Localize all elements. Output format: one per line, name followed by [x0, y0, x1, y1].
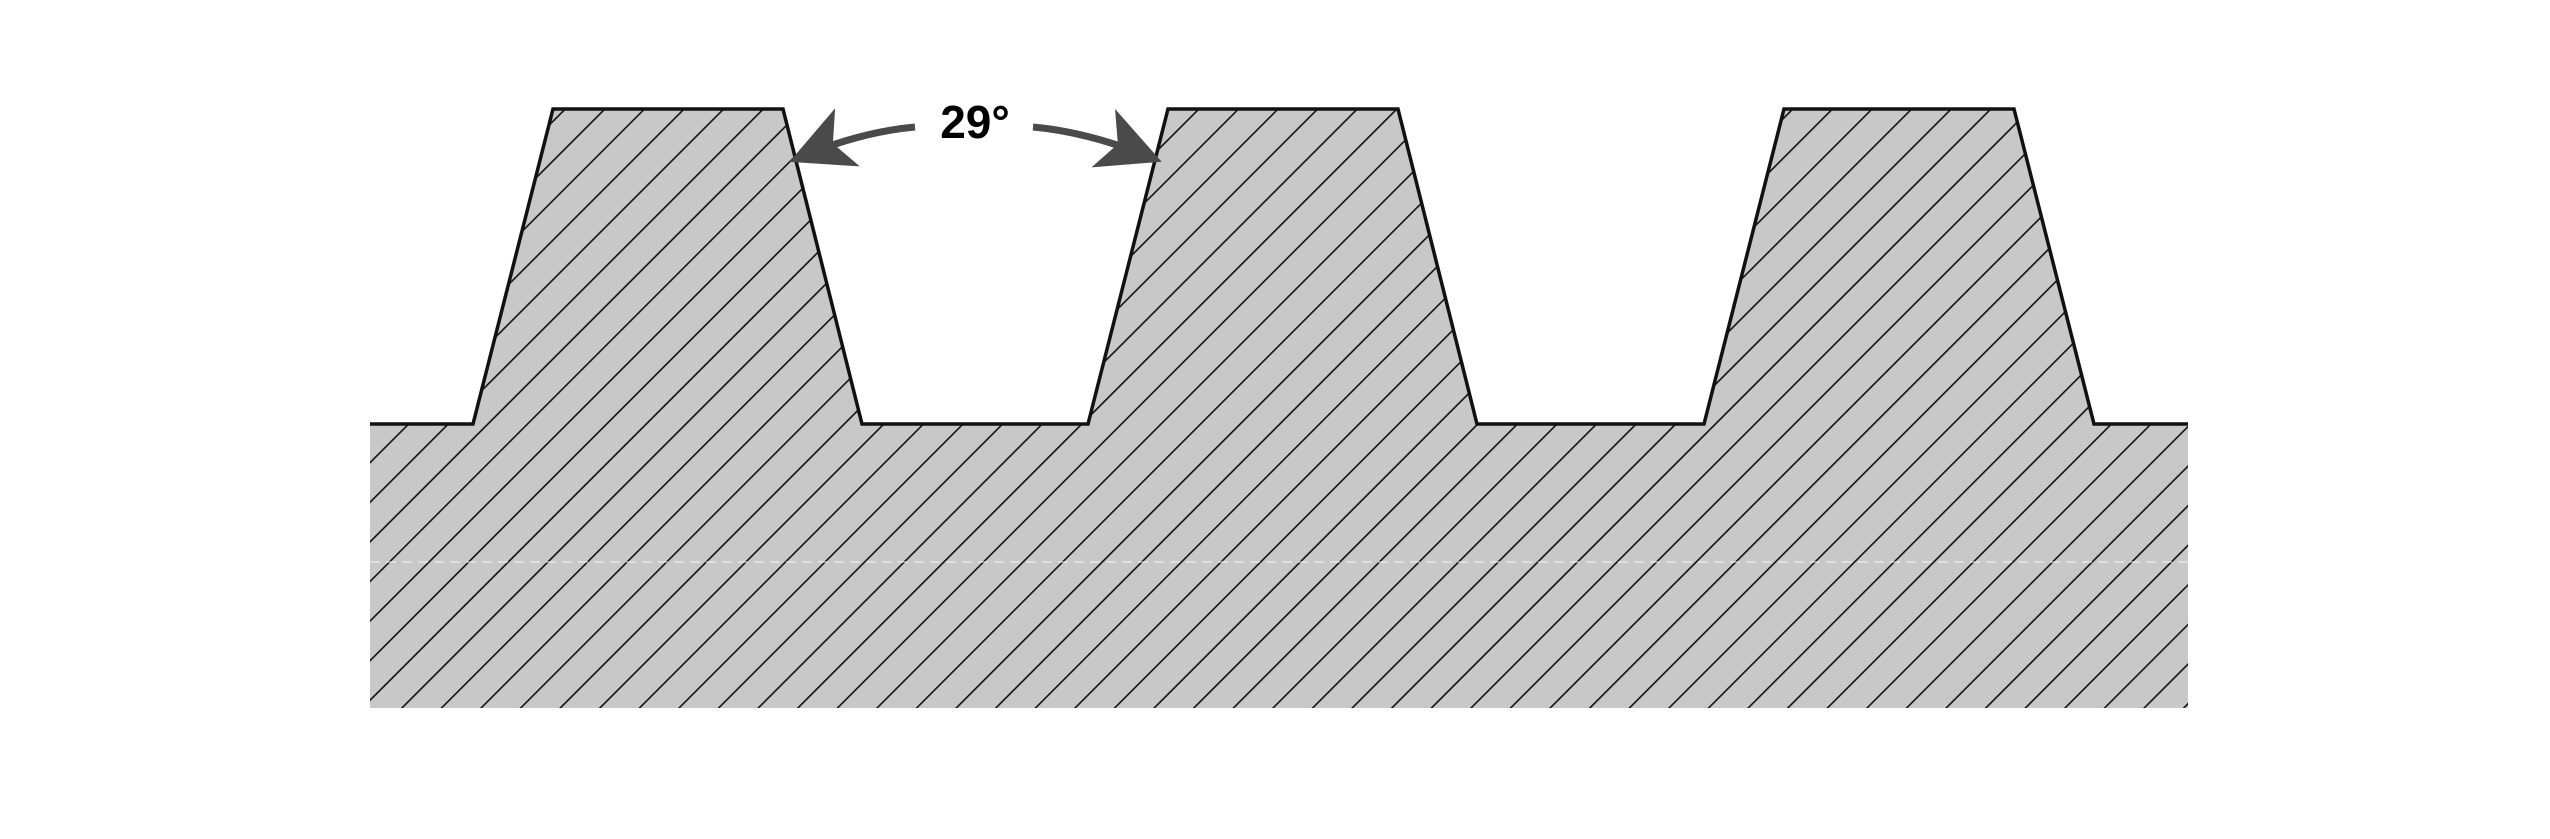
angle-arrow-right — [1032, 108, 1162, 168]
thread-section — [370, 109, 2188, 708]
angle-arrow-left — [789, 108, 916, 167]
angle-label: 29° — [940, 96, 1010, 148]
thread-profile-outline — [370, 107, 2188, 426]
